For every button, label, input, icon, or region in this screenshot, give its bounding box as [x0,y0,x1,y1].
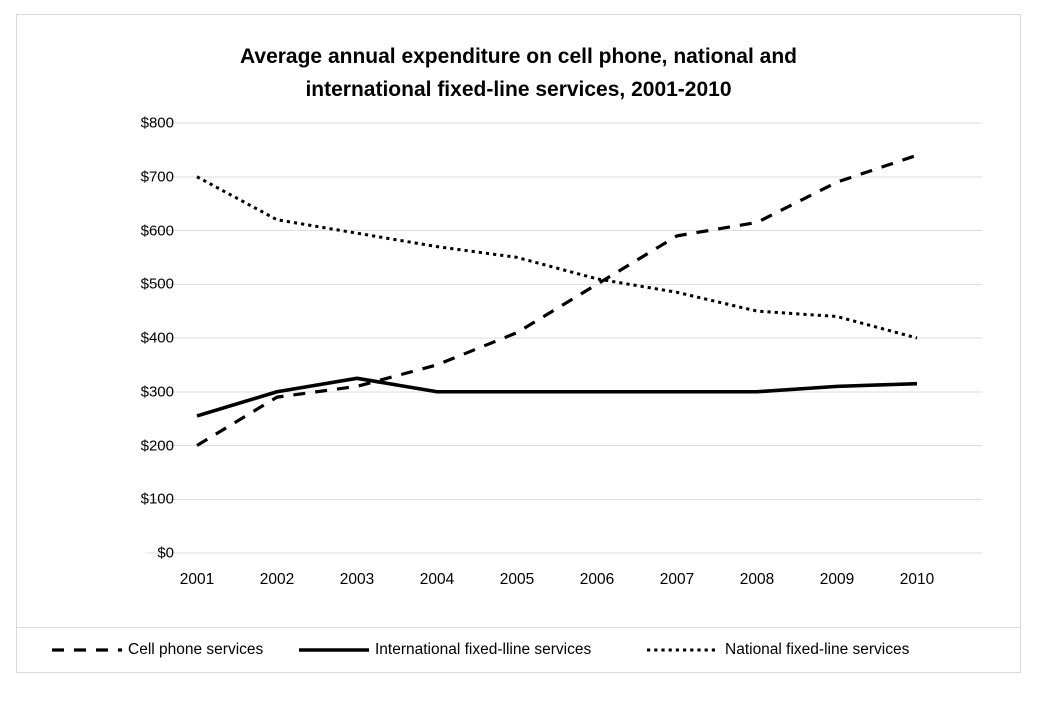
legend-label-cell: Cell phone services [128,641,263,659]
plot-area [147,123,982,553]
x-tick-label: 2002 [260,571,294,589]
legend-label-intl: International fixed-lline services [375,641,591,659]
legend: Cell phone services International fixed-l… [17,627,1020,672]
x-tick-label: 2008 [740,571,774,589]
series-natl [197,177,917,338]
y-tick-label: $200 [141,437,174,454]
legend-item-cell: Cell phone services [52,641,263,659]
x-tick-label: 2003 [340,571,374,589]
y-tick-label: $600 [141,222,174,239]
y-tick-label: $800 [141,115,174,132]
x-tick-label: 2007 [660,571,694,589]
y-tick-label: $300 [141,383,174,400]
x-tick-label: 2006 [580,571,614,589]
x-tick-label: 2009 [820,571,854,589]
legend-label-natl: National fixed-line services [725,641,909,659]
chart-title: Average annual expenditure on cell phone… [17,41,1020,106]
legend-swatch-natl [647,642,719,658]
legend-swatch-cell [52,642,122,658]
chart-svg [147,123,982,553]
chart-title-line2: international fixed-line services, 2001-… [17,74,1020,107]
chart-title-line1: Average annual expenditure on cell phone… [17,41,1020,74]
series-intl [197,378,917,416]
x-tick-label: 2005 [500,571,534,589]
x-tick-label: 2001 [180,571,214,589]
x-tick-label: 2010 [900,571,934,589]
y-tick-label: $700 [141,168,174,185]
legend-swatch-intl [299,642,369,658]
x-tick-label: 2004 [420,571,454,589]
legend-item-intl: International fixed-lline services [299,641,591,659]
series-cell [197,155,917,445]
y-tick-label: $500 [141,276,174,293]
legend-item-natl: National fixed-line services [647,641,909,659]
y-tick-label: $400 [141,330,174,347]
chart-frame: Average annual expenditure on cell phone… [16,14,1021,673]
y-tick-label: $0 [157,545,174,562]
y-tick-label: $100 [141,491,174,508]
